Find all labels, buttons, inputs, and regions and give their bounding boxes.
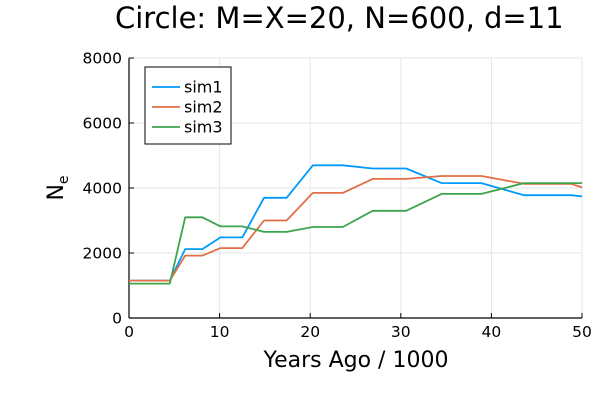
legend-box	[144, 66, 232, 145]
legend-label-sim2: sim2	[184, 98, 223, 117]
series-line-sim3	[129, 182, 582, 285]
y-tick-label: 8000	[83, 50, 122, 68]
y-axis-label: Ne	[44, 175, 72, 200]
legend-label-sim3: sim3	[184, 118, 223, 137]
x-tick-label: 20	[300, 323, 320, 341]
x-axis-label: Years Ago / 1000	[263, 348, 449, 373]
series-lines	[129, 164, 583, 285]
series-line-sim2	[129, 175, 583, 282]
y-tick-label: 6000	[83, 115, 122, 133]
y-tick-label: 4000	[83, 180, 122, 198]
y-tick-label: 0	[112, 310, 122, 328]
legend-label-sim1: sim1	[184, 78, 223, 97]
x-tick-label: 50	[572, 323, 592, 341]
x-tick-label: 30	[391, 323, 411, 341]
ticks: 0 10 20 30 40 50 0 2000 4000 6000 8000	[83, 50, 592, 342]
x-tick-label: 0	[124, 323, 134, 341]
chart-title: Circle: M=X=20, N=600, d=11	[115, 1, 564, 35]
series-line-sim1	[129, 164, 583, 282]
x-tick-label: 40	[482, 323, 502, 341]
y-tick-label: 2000	[83, 245, 122, 263]
x-tick-label: 10	[210, 323, 230, 341]
y-axis-label-subscript: e	[56, 175, 72, 184]
y-axis-label-main: N	[44, 184, 69, 200]
